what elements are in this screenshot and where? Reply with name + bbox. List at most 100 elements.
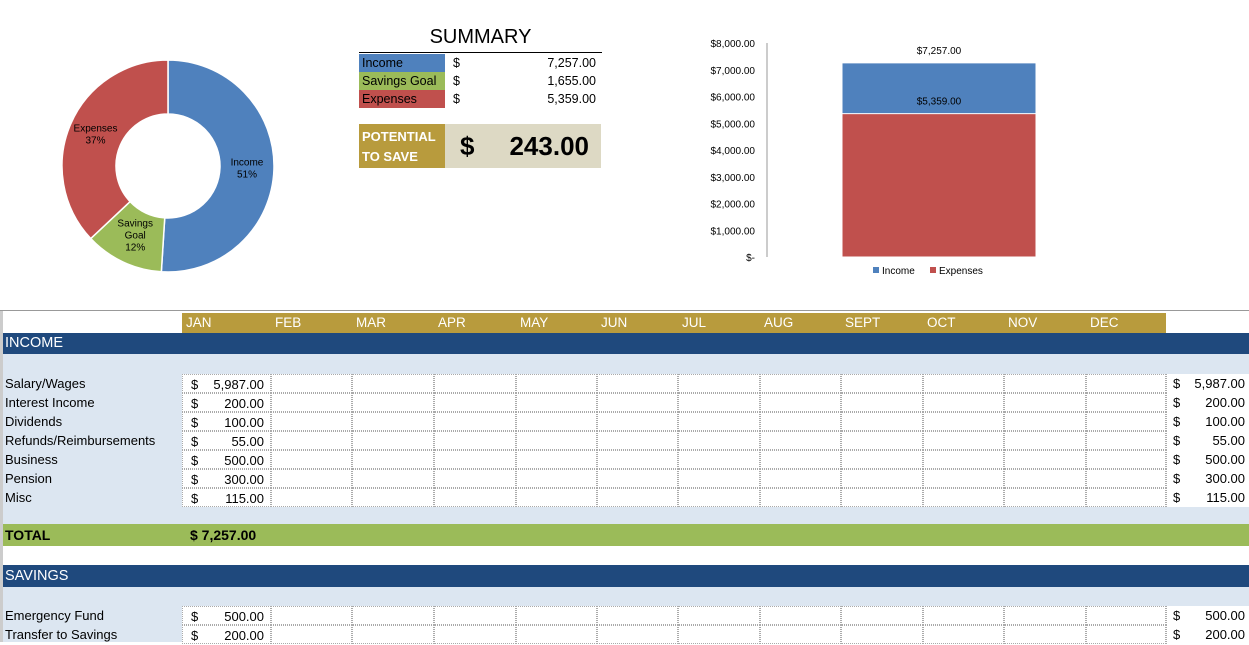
cell-mar[interactable] [352,431,434,450]
total-jan[interactable]: $ 7,257.00 [190,527,257,543]
cell-mar[interactable] [352,606,434,625]
cell-sept[interactable] [841,374,923,393]
cell-oct[interactable] [923,374,1004,393]
cell-sept[interactable] [841,469,923,488]
month-may[interactable]: MAY [520,315,549,330]
cell-nov[interactable] [1004,488,1086,507]
cell-apr[interactable] [434,431,516,450]
cell-mar[interactable] [352,488,434,507]
cell-oct[interactable] [923,625,1004,644]
cell-apr[interactable] [434,412,516,431]
cell-nov[interactable] [1004,606,1086,625]
cell-jun[interactable] [597,412,678,431]
cell-apr[interactable] [434,469,516,488]
cell-jul[interactable] [678,488,760,507]
cell-sept[interactable] [841,450,923,469]
month-nov[interactable]: NOV [1008,315,1038,330]
cell-jan[interactable]: $115.00 [182,488,271,507]
cell-may[interactable] [516,412,597,431]
cell-oct[interactable] [923,488,1004,507]
cell-oct[interactable] [923,606,1004,625]
month-mar[interactable]: MAR [356,315,386,330]
cell-aug[interactable] [760,625,841,644]
cell-jul[interactable] [678,606,760,625]
cell-dec[interactable] [1086,450,1166,469]
cell-apr[interactable] [434,625,516,644]
cell-feb[interactable] [271,469,352,488]
cell-jun[interactable] [597,450,678,469]
cell-mar[interactable] [352,625,434,644]
cell-oct[interactable] [923,393,1004,412]
cell-may[interactable] [516,393,597,412]
cell-jan[interactable]: $100.00 [182,412,271,431]
cell-nov[interactable] [1004,625,1086,644]
cell-nov[interactable] [1004,393,1086,412]
cell-jan[interactable]: $300.00 [182,469,271,488]
cell-jun[interactable] [597,469,678,488]
cell-mar[interactable] [352,393,434,412]
month-apr[interactable]: APR [438,315,466,330]
cell-jan[interactable]: $500.00 [182,606,271,625]
cell-nov[interactable] [1004,469,1086,488]
cell-nov[interactable] [1004,450,1086,469]
cell-year-total[interactable]: $200.00 [1166,393,1249,412]
cell-oct[interactable] [923,412,1004,431]
month-jul[interactable]: JUL [682,315,707,330]
cell-jun[interactable] [597,606,678,625]
cell-aug[interactable] [760,488,841,507]
bar-expenses[interactable] [841,113,1037,258]
cell-dec[interactable] [1086,469,1166,488]
cell-apr[interactable] [434,606,516,625]
cell-apr[interactable] [434,450,516,469]
cell-year-total[interactable]: $300.00 [1166,469,1249,488]
cell-nov[interactable] [1004,412,1086,431]
month-jun[interactable]: JUN [601,315,628,330]
cell-feb[interactable] [271,374,352,393]
cell-year-total[interactable]: $115.00 [1166,488,1249,507]
cell-may[interactable] [516,450,597,469]
cell-dec[interactable] [1086,431,1166,450]
cell-jan[interactable]: $200.00 [182,393,271,412]
cell-year-total[interactable]: $55.00 [1166,431,1249,450]
month-aug[interactable]: AUG [764,315,794,330]
cell-jan[interactable]: $5,987.00 [182,374,271,393]
cell-jul[interactable] [678,625,760,644]
cell-feb[interactable] [271,450,352,469]
cell-dec[interactable] [1086,393,1166,412]
cell-nov[interactable] [1004,431,1086,450]
cell-aug[interactable] [760,374,841,393]
month-dec[interactable]: DEC [1090,315,1119,330]
cell-may[interactable] [516,431,597,450]
cell-jan[interactable]: $500.00 [182,450,271,469]
cell-jul[interactable] [678,450,760,469]
cell-sept[interactable] [841,393,923,412]
cell-jun[interactable] [597,393,678,412]
cell-aug[interactable] [760,469,841,488]
cell-sept[interactable] [841,431,923,450]
cell-jul[interactable] [678,393,760,412]
cell-aug[interactable] [760,606,841,625]
cell-jan[interactable]: $55.00 [182,431,271,450]
cell-nov[interactable] [1004,374,1086,393]
cell-aug[interactable] [760,393,841,412]
cell-may[interactable] [516,469,597,488]
month-sept[interactable]: SEPT [845,315,881,330]
cell-oct[interactable] [923,469,1004,488]
month-jan[interactable]: JAN [186,315,212,330]
cell-year-total[interactable]: $500.00 [1166,450,1249,469]
cell-sept[interactable] [841,488,923,507]
cell-dec[interactable] [1086,412,1166,431]
cell-aug[interactable] [760,431,841,450]
cell-jul[interactable] [678,469,760,488]
cell-aug[interactable] [760,450,841,469]
cell-mar[interactable] [352,374,434,393]
cell-jun[interactable] [597,431,678,450]
cell-dec[interactable] [1086,374,1166,393]
cell-oct[interactable] [923,450,1004,469]
cell-jul[interactable] [678,431,760,450]
cell-dec[interactable] [1086,625,1166,644]
cell-apr[interactable] [434,488,516,507]
cell-jun[interactable] [597,625,678,644]
cell-mar[interactable] [352,469,434,488]
cell-jul[interactable] [678,412,760,431]
